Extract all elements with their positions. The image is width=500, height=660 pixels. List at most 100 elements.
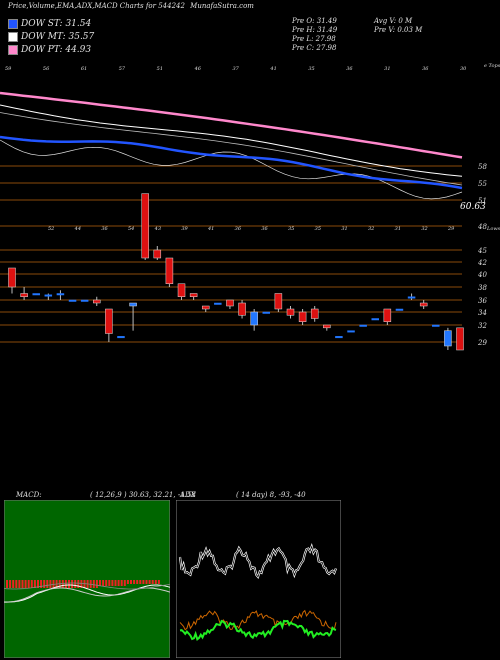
macd-bar — [77, 580, 80, 588]
macd-bar — [105, 580, 108, 586]
macd-title-row: MACD: — [16, 491, 42, 499]
candle-body — [32, 293, 40, 296]
macd-bar — [108, 580, 111, 586]
candle-body — [56, 293, 65, 296]
tops-label: e Tops — [484, 63, 500, 69]
candle-body — [20, 293, 28, 297]
bottom-label: 36 — [101, 226, 108, 232]
candle-body — [165, 257, 174, 284]
candle-body — [274, 293, 283, 310]
adx-panel — [176, 500, 341, 658]
bottom-label: 32 — [368, 226, 374, 232]
macd-bar — [95, 580, 98, 588]
macd-bar — [157, 580, 160, 584]
macd-bar — [111, 580, 114, 586]
candle-body — [250, 311, 258, 326]
price-tick-label: 29 — [477, 339, 487, 347]
macd-bar — [102, 580, 105, 586]
top-label: 30 — [460, 66, 467, 72]
bottom-label: 36 — [261, 226, 268, 232]
adx-line-inner — [179, 545, 337, 578]
legend-pt: DOW PT: 44.93 — [8, 43, 94, 56]
macd-params: ( 12,26,9 ) 30.63, 32.21, -1.58 — [90, 491, 196, 499]
bottom-label: 31 — [395, 226, 401, 232]
top-label: 37 — [233, 66, 240, 72]
top-label: 36 — [346, 66, 353, 72]
legend-st-label: DOW ST: 31.54 — [21, 18, 92, 29]
macd-bar — [68, 580, 70, 588]
ema-lines — [0, 91, 463, 200]
macd-bar — [114, 580, 117, 586]
legend-mt-swatch — [8, 31, 18, 42]
candle-body — [262, 311, 271, 314]
pt-line — [0, 91, 463, 159]
macd-bar — [120, 580, 123, 586]
legend-st: DOW ST: 31.54 — [8, 17, 94, 30]
candle-body — [419, 302, 428, 307]
candle-body — [93, 299, 101, 304]
adx-lines — [178, 543, 338, 642]
legend-mt-label: DOW MT: 35.57 — [21, 31, 95, 42]
chart-title: Price,Volume,EMA,ADX,MACD Charts for 544… — [8, 2, 254, 10]
macd-lines — [4, 582, 170, 603]
macd-bar — [145, 580, 148, 584]
candle-body — [323, 324, 331, 329]
price-tick-label: 36 — [478, 297, 487, 305]
adx-title: ADX — [180, 491, 196, 499]
macd-bar — [130, 580, 132, 584]
macd-bar — [6, 580, 8, 588]
price-tick-label: 45 — [477, 247, 487, 255]
top-label: 31 — [384, 66, 390, 72]
candle-body — [383, 308, 392, 322]
adx-neg-line — [179, 609, 337, 631]
adx-pos-line — [179, 619, 337, 642]
top-label: 57 — [119, 66, 126, 72]
price-tick-label: 58 — [478, 163, 487, 171]
macd-bar — [33, 580, 36, 588]
candle-body — [347, 330, 355, 333]
macd-bar — [123, 580, 126, 586]
macd-bar — [126, 580, 129, 584]
candle-body — [153, 249, 162, 259]
macd-line — [4, 584, 170, 603]
macd-bar — [43, 580, 46, 588]
bottom-label: 35 — [288, 226, 294, 232]
stat-prev-high: Pre H: 31.49 — [292, 26, 338, 34]
macd-bar — [40, 580, 43, 588]
macd-bar — [142, 580, 145, 584]
price-tick-label: 42 — [477, 259, 487, 267]
candle-body — [298, 311, 307, 322]
macd-bar — [64, 580, 67, 588]
price-tick-label: 38 — [478, 284, 487, 292]
legend-pt-swatch — [8, 44, 18, 55]
candle-body — [8, 267, 16, 288]
top-label: 36 — [422, 66, 429, 72]
legend-pt-label: DOW PT: 44.93 — [21, 44, 92, 55]
bottom-label: 36 — [235, 226, 242, 232]
price-tick-label: 48 — [477, 223, 487, 231]
top-label: 61 — [81, 66, 87, 72]
st-line — [0, 135, 463, 190]
macd-bar — [148, 580, 151, 584]
candle-body — [80, 299, 89, 302]
bottom-label: 32 — [421, 226, 427, 232]
candle-body — [117, 336, 125, 339]
legend-mt: DOW MT: 35.57 — [8, 30, 94, 43]
top-label: 51 — [157, 66, 163, 72]
price-tick-label: 32 — [478, 322, 487, 330]
macd-bar — [74, 580, 77, 588]
candle-body — [286, 308, 295, 316]
price-tick-label: 55 — [478, 180, 487, 188]
macd-bar — [139, 580, 142, 584]
adx-bg — [176, 500, 341, 658]
bottom-labels: 52 44 36 54 43 39 41 36 36 35 35 31 32 31 32 29 — [48, 226, 455, 232]
macd-bar — [9, 580, 12, 588]
candle-body — [359, 324, 367, 327]
macd-bar — [30, 580, 33, 588]
top-labels: 59 56 61 57 51 46 37 41 35 36 31 36 30 — [5, 66, 467, 72]
candle-body — [214, 302, 222, 305]
price-tick-label: 51 — [478, 197, 487, 205]
macd-bar — [92, 580, 95, 588]
candle-body — [395, 308, 404, 311]
macd-bar — [117, 580, 120, 586]
